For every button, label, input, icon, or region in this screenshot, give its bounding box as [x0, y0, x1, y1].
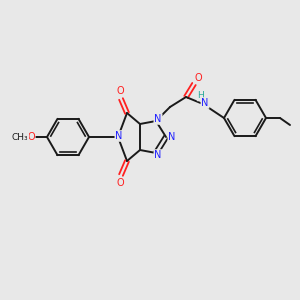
Text: O: O — [27, 132, 35, 142]
Text: O: O — [116, 86, 124, 96]
Text: N: N — [168, 132, 176, 142]
Text: O: O — [116, 178, 124, 188]
Text: N: N — [154, 114, 162, 124]
Text: H: H — [198, 92, 204, 100]
Text: N: N — [154, 150, 162, 160]
Text: CH₃: CH₃ — [12, 133, 28, 142]
Text: N: N — [201, 98, 209, 108]
Text: N: N — [115, 131, 123, 141]
Text: O: O — [194, 73, 202, 83]
